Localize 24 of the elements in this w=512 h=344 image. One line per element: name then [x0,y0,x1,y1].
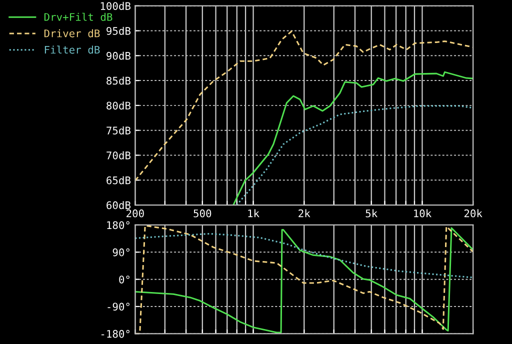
y-tick-label: 90° [112,248,130,256]
y-tick-label: -90° [108,302,130,311]
y-tick-label: 100dB [100,2,131,10]
legend-label: Filter dB [44,46,100,54]
x-tick-label: 20k [464,209,482,218]
x-tick-label: 1k [248,209,260,218]
x-tick-label: 10k [414,209,432,218]
y-tick-label: 75dB [106,126,131,134]
y-tick-label: 80dB [106,102,131,110]
y-tick-label: 85dB [106,76,131,85]
y-tick-label: 65dB [106,176,131,184]
y-tick-label: 180° [107,221,130,230]
y-tick-label: 0° [119,276,130,284]
x-tick-label: 500 [194,209,212,218]
y-tick-label: 60dB [106,201,131,210]
y-tick-label: 70dB [106,151,131,160]
legend-label: Drv+Filt dB [44,12,112,21]
y-tick-label: -180° [101,330,130,338]
y-tick-label: 90dB [106,52,131,60]
x-tick-label: 200 [126,209,144,218]
y-tick-label: 95dB [106,26,131,35]
x-tick-label: 5k [366,209,378,218]
legend-label: Driver dB [44,29,100,38]
x-tick-label: 2k [298,209,310,218]
